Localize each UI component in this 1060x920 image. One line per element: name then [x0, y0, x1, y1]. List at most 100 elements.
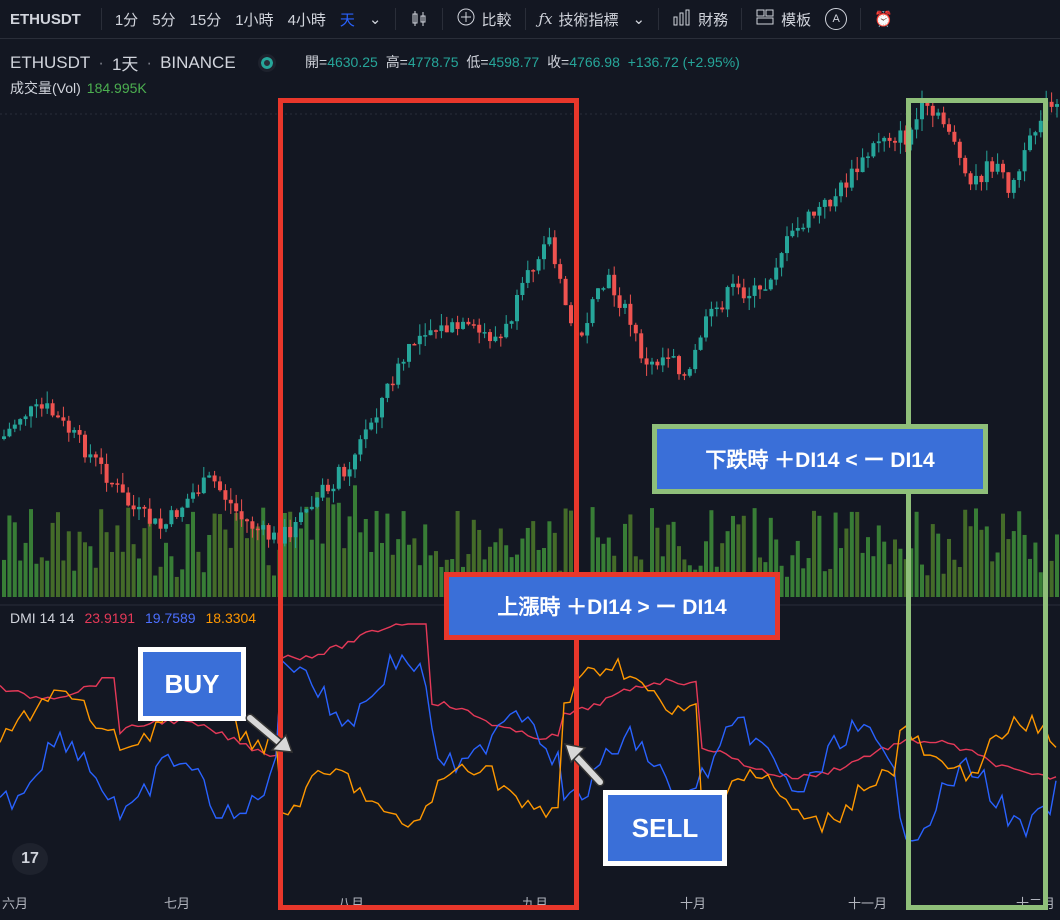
volume-bar [768, 517, 773, 597]
candle-body [882, 137, 887, 142]
change-value: +136.72 (+2.95%) [627, 54, 740, 70]
candle-body [774, 267, 779, 280]
volume-bar [39, 557, 44, 597]
candle-body [520, 282, 525, 296]
candle-body [353, 454, 357, 470]
volume-bar [358, 532, 363, 597]
top-toolbar: ETHUSDT 1分 5分 15分 1小時 4小時 天 ⌄ 比較 ƒx 技術指標… [0, 0, 1060, 39]
plus-di-value: 19.7589 [144, 610, 196, 626]
volume-bar [423, 524, 428, 597]
volume-bar [655, 527, 660, 597]
volume-bar [326, 497, 330, 597]
financials-label: 財務 [698, 11, 729, 29]
volume-bar [369, 551, 374, 597]
volume-bar [1049, 560, 1054, 597]
candle-body [839, 182, 843, 197]
divider [741, 8, 743, 30]
candle-body [806, 211, 811, 228]
interval-dropdown[interactable]: ⌄ [362, 0, 389, 38]
interval-1d[interactable]: 天 [339, 11, 355, 29]
volume-bar [882, 541, 887, 597]
volume-bar [104, 532, 109, 597]
candle-body [212, 475, 217, 482]
alarm-button[interactable]: ⏰ [867, 0, 900, 38]
candle-body [801, 227, 806, 230]
volume-bar [795, 540, 800, 597]
volume-bar [785, 576, 789, 597]
interval-4h[interactable]: 4小時 [287, 11, 326, 29]
candle-body [887, 137, 892, 141]
interval-1m[interactable]: 1分 [114, 11, 139, 29]
candle-body [893, 140, 897, 143]
volume-bar [353, 485, 357, 597]
volume-bar [925, 575, 930, 597]
candle-body [558, 264, 563, 279]
interval-15m[interactable]: 15分 [189, 11, 222, 29]
volume-bar [374, 510, 379, 597]
volume-bar [239, 518, 244, 597]
volume-bar [822, 571, 827, 597]
symbol-search[interactable]: ETHUSDT [10, 10, 81, 28]
candlestick-icon [412, 11, 425, 26]
volume-bar [196, 551, 201, 597]
interval-1h[interactable]: 1小時 [235, 11, 274, 29]
volume-bar [347, 516, 352, 597]
divider [658, 8, 660, 30]
indicators-dropdown[interactable]: ⌄ [626, 0, 653, 38]
candle-type-button[interactable] [402, 0, 436, 38]
volume-bar [336, 502, 341, 597]
candle-body [1022, 150, 1027, 172]
volume-bar [293, 533, 298, 597]
volume-bar [833, 512, 838, 597]
sell-callout: SELL [603, 790, 727, 866]
volume-bar [137, 558, 141, 597]
candle-body [968, 173, 973, 185]
candle-body [795, 227, 800, 231]
high-key: 高= [385, 54, 408, 70]
interval-5m[interactable]: 5分 [152, 11, 176, 29]
candle-body [439, 325, 444, 332]
candle-body [828, 199, 833, 207]
tradingview-logo[interactable]: 17 [12, 843, 48, 875]
candle-body [153, 518, 158, 524]
candle-body [855, 168, 860, 173]
volume-bar [390, 554, 395, 597]
candle-body [914, 119, 919, 130]
x-tick: 十月 [680, 896, 707, 911]
candle-body [18, 419, 23, 425]
candle-body [585, 323, 590, 336]
volume-bar [207, 534, 212, 597]
rising-period-box [278, 98, 579, 910]
market-status-icon [257, 53, 276, 72]
candle-body [563, 278, 568, 306]
candle-body [363, 429, 368, 440]
candle-body [957, 141, 962, 158]
volume-bar [304, 506, 309, 597]
volume-bar [590, 507, 595, 597]
candle-body [223, 490, 228, 500]
volume-bar [779, 565, 784, 597]
divider [524, 8, 526, 30]
candle-body [185, 498, 190, 508]
volume-bar [142, 528, 147, 597]
volume-bar [914, 511, 919, 597]
volume-bar [23, 542, 28, 597]
candle-body [925, 100, 930, 106]
volume-bar [428, 555, 433, 597]
alert-button[interactable]: A [818, 0, 854, 38]
candle-body [266, 525, 271, 540]
volume-bar [169, 556, 174, 597]
candle-body [941, 112, 946, 125]
volume-bar [790, 555, 795, 597]
templates-button[interactable]: 模板 [748, 0, 818, 38]
financials-button[interactable]: 財務 [665, 0, 735, 38]
candle-body [995, 163, 1000, 172]
indicators-button[interactable]: ƒx 技術指標 [532, 0, 626, 38]
volume-bar [650, 508, 654, 597]
chevron-down-icon: ⌄ [632, 11, 646, 28]
volume-bar [180, 569, 185, 597]
candle-body [320, 484, 325, 498]
volume-bar [234, 512, 239, 597]
volume-bar [720, 543, 725, 597]
compare-button[interactable]: 比較 [449, 0, 519, 38]
